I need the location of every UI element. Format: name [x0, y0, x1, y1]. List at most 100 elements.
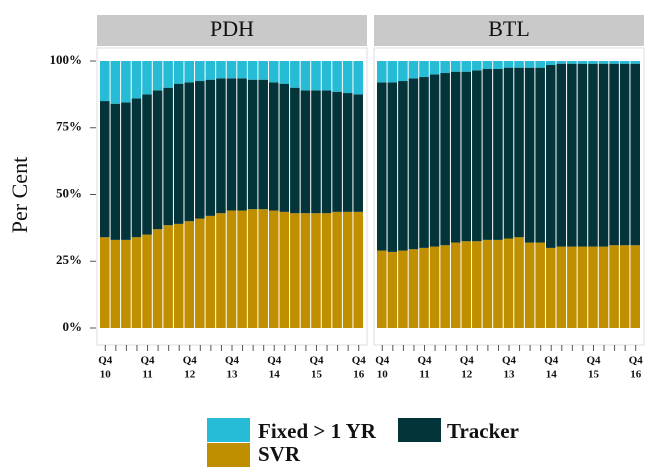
bar-segment — [450, 242, 461, 328]
bar-segment — [556, 246, 567, 328]
bar-segment — [387, 61, 398, 83]
x-tick-label: Q4 — [352, 355, 367, 367]
bar-segment — [321, 61, 332, 91]
bar-segment — [205, 215, 216, 328]
bar-segment — [609, 63, 619, 246]
x-tick-label: Q4 — [140, 355, 155, 367]
x-tick-label: Q4 — [183, 355, 198, 367]
bar-segment — [121, 239, 131, 328]
bar-segment — [226, 61, 237, 79]
bar-segment — [237, 61, 247, 79]
bar-segment — [514, 67, 524, 238]
bar-segment — [131, 237, 142, 328]
strip — [374, 15, 644, 46]
bar-segment — [482, 239, 493, 328]
legend-key — [207, 418, 250, 442]
bar-segment — [609, 245, 619, 328]
bar-segment — [290, 213, 300, 328]
bar-segment — [408, 249, 419, 328]
bar-segment — [163, 61, 173, 88]
bar-segment — [408, 78, 419, 250]
y-tick-label: 100% — [50, 52, 83, 67]
bar-segment — [567, 63, 577, 247]
bar-segment — [195, 81, 205, 219]
bar-segment — [332, 211, 342, 328]
bar-segment — [630, 63, 640, 246]
strip — [97, 15, 367, 46]
bar-segment — [311, 61, 321, 91]
legend-label: Tracker — [447, 419, 519, 443]
bar-segment — [353, 94, 363, 212]
x-tick-label: Q4 — [502, 355, 517, 367]
bar-segment — [342, 93, 353, 212]
bar-segment — [163, 87, 173, 226]
x-tick-label: Q4 — [544, 355, 559, 367]
bar-segment — [419, 77, 429, 248]
bar-segment — [524, 61, 535, 68]
bar-segment — [493, 239, 503, 328]
bar-segment — [408, 61, 419, 79]
legend-label: SVR — [258, 442, 301, 466]
bar-segment — [184, 61, 195, 83]
bar-segment — [121, 61, 131, 103]
x-tick-label: 13 — [227, 369, 239, 381]
bar-segment — [398, 250, 408, 328]
bar-segment — [100, 237, 110, 328]
x-tick-label: 12 — [184, 369, 196, 381]
bar-segment — [577, 61, 588, 64]
bar-segment — [142, 234, 152, 328]
bar-segment — [195, 61, 205, 82]
x-tick-label: Q4 — [417, 355, 432, 367]
x-tick-label: 13 — [504, 369, 516, 381]
legend-label: Fixed > 1 YR — [258, 419, 377, 443]
panel-title: BTL — [488, 16, 530, 41]
bar-segment — [440, 73, 450, 246]
bar-segment — [152, 229, 163, 328]
bar-segment — [268, 210, 279, 328]
bar-segment — [321, 213, 332, 328]
bar-segment — [377, 250, 387, 328]
bar-segment — [290, 87, 300, 214]
bar-segment — [110, 239, 121, 328]
bar-segment — [482, 69, 493, 240]
bar-segment — [311, 213, 321, 328]
y-tick-label: 0% — [63, 319, 83, 334]
bar-segment — [387, 251, 398, 328]
bar-segment — [619, 61, 630, 64]
bar-segment — [577, 246, 588, 328]
bar-segment — [205, 61, 216, 80]
bar-segment — [503, 61, 514, 68]
x-tick-label: 11 — [142, 369, 152, 381]
bar-segment — [131, 98, 142, 238]
x-tick-label: 15 — [311, 369, 323, 381]
bar-segment — [398, 81, 408, 251]
bar-segment — [524, 67, 535, 243]
x-tick-label: Q4 — [309, 355, 324, 367]
x-tick-label: 12 — [461, 369, 473, 381]
bar-segment — [195, 218, 205, 328]
x-tick-label: 14 — [269, 369, 281, 381]
bar-segment — [461, 71, 472, 242]
x-tick-label: 15 — [588, 369, 600, 381]
y-tick-label: 25% — [56, 252, 82, 267]
bar-segment — [268, 61, 279, 83]
bar-segment — [577, 63, 588, 247]
bar-segment — [216, 213, 226, 328]
bar-segment — [142, 94, 152, 235]
bar-segment — [173, 83, 184, 224]
bar-segment — [247, 61, 258, 80]
bar-segment — [567, 61, 577, 64]
bar-segment — [503, 238, 514, 328]
x-tick-label: 11 — [419, 369, 429, 381]
bar-segment — [152, 90, 163, 230]
bar-segment — [110, 61, 121, 104]
bar-segment — [461, 241, 472, 328]
bar-segment — [258, 79, 268, 210]
bar-segment — [429, 61, 440, 75]
x-tick-label: Q4 — [629, 355, 644, 367]
bar-segment — [598, 61, 609, 64]
bar-segment — [300, 90, 311, 214]
bar-segment — [556, 63, 567, 247]
bar-segment — [258, 209, 268, 328]
